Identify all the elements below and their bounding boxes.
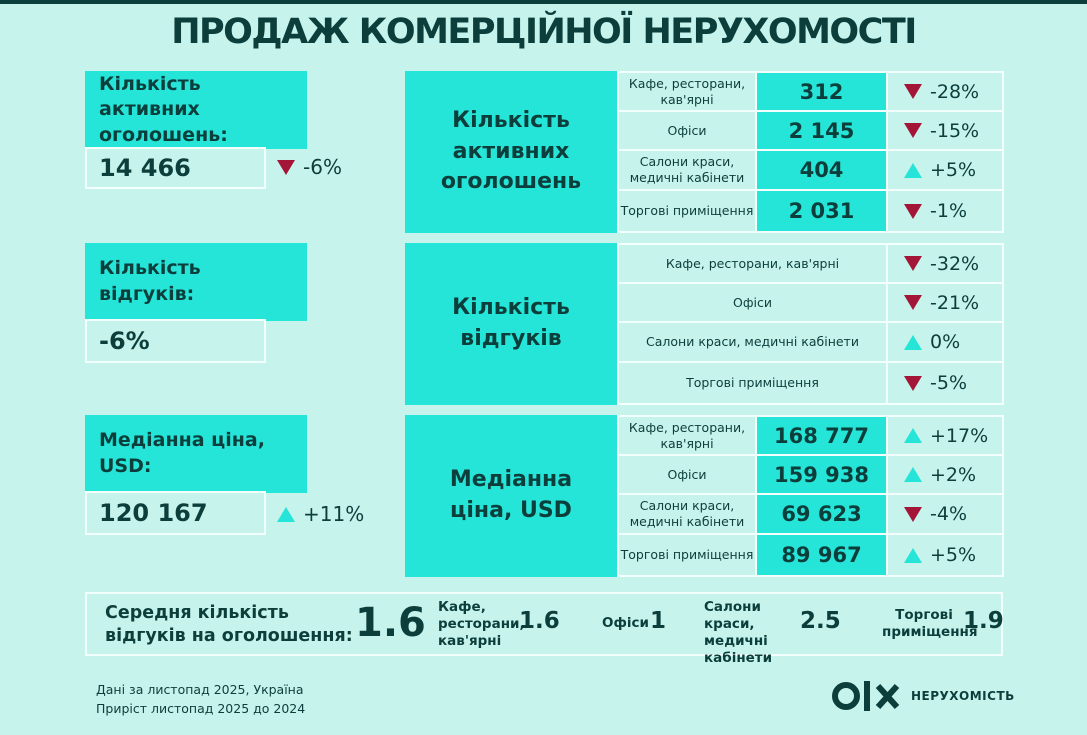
responses-panel: Кількість відгуків Кафе, ресторани, кав'… xyxy=(405,243,1004,405)
summary-price-label: Медіанна ціна, USD: xyxy=(85,415,307,493)
footer-line-2: Приріст листопад 2025 до 2024 xyxy=(96,700,306,716)
logo-text: НЕРУХОМІСТЬ xyxy=(911,689,1015,703)
change-text: +2% xyxy=(930,463,977,486)
change-text: +5% xyxy=(930,544,977,566)
up-arrow-icon xyxy=(904,547,922,563)
price-row-offices-category: Офіси xyxy=(619,456,755,493)
price-row-retail-value: 89 967 xyxy=(757,535,886,575)
olx-logo: НЕРУХОМІСТЬ xyxy=(831,677,1015,715)
responses-row-offices-change: -21% xyxy=(888,284,1002,321)
avg-item-cafe-value: 1.6 xyxy=(519,608,560,634)
price-heading: Медіанна ціна, USD xyxy=(405,415,617,577)
responses-row-cafe-category: Кафе, ресторани, кав'ярні xyxy=(619,245,886,282)
price-row-beauty-category: Салони краси, медичні кабінети xyxy=(619,495,755,533)
summary-responses-value: -6% xyxy=(85,319,266,363)
summary-responses-label: Кількість відгуків: xyxy=(85,243,307,321)
summary-listings-value: 14 466 xyxy=(85,147,266,189)
change-text: -21% xyxy=(930,291,980,314)
price-row-cafe-change: +17% xyxy=(888,417,1002,454)
summary-price-change-text: +11% xyxy=(303,502,365,526)
responses-row-cafe-change: -32% xyxy=(888,245,1002,282)
up-arrow-icon xyxy=(904,334,922,350)
summary-listings-change: -6% xyxy=(277,155,342,179)
top-bar xyxy=(0,0,1087,4)
responses-row-retail-category: Торгові приміщення xyxy=(619,363,886,403)
listings-row-retail-category: Торгові приміщення xyxy=(619,191,755,231)
responses-row-beauty-category: Салони краси, медичні кабінети xyxy=(619,323,886,361)
change-text: -1% xyxy=(930,200,967,222)
change-text: -5% xyxy=(930,372,967,394)
listings-row-offices-value: 2 145 xyxy=(757,112,886,149)
listings-heading: Кількість активних оголошень xyxy=(405,71,617,233)
avg-item-retail-value: 1.9 xyxy=(963,608,1004,634)
down-arrow-icon xyxy=(904,256,922,271)
responses-row-beauty-change: 0% xyxy=(888,323,1002,361)
change-text: -15% xyxy=(930,119,980,142)
down-arrow-icon xyxy=(904,123,922,138)
price-row-beauty-change: -4% xyxy=(888,495,1002,533)
price-row-cafe-value: 168 777 xyxy=(757,417,886,454)
up-arrow-icon xyxy=(904,162,922,178)
listings-row-offices-category: Офіси xyxy=(619,112,755,149)
summary-listings-label: Кількість активних оголошень: xyxy=(85,71,307,149)
down-arrow-icon xyxy=(904,506,922,522)
listings-row-cafe-change: -28% xyxy=(888,73,1002,110)
down-arrow-icon xyxy=(904,203,922,219)
avg-item-beauty-value: 2.5 xyxy=(800,608,841,634)
down-arrow-icon xyxy=(904,84,922,99)
price-row-retail-category: Торгові приміщення xyxy=(619,535,755,575)
avg-responses-box: Середня кількість відгуків на оголошення… xyxy=(85,592,1004,666)
listings-row-offices-change: -15% xyxy=(888,112,1002,149)
avg-responses-label: Середня кількість відгуків на оголошення… xyxy=(105,603,353,646)
price-panel: Медіанна ціна, USD Кафе, ресторани, кав'… xyxy=(405,415,1004,577)
listings-row-retail-value: 2 031 xyxy=(757,191,886,231)
page-title: ПРОДАЖ КОМЕРЦІЙНОЇ НЕРУХОМОСТІ xyxy=(171,12,917,52)
down-arrow-icon xyxy=(904,375,922,391)
avg-item-retail-category: Торгові приміщення xyxy=(882,607,978,640)
change-text: +17% xyxy=(930,424,989,447)
summary-listings-change-text: -6% xyxy=(303,155,342,179)
responses-heading: Кількість відгуків xyxy=(405,243,617,405)
change-text: -4% xyxy=(930,503,967,525)
price-row-offices-value: 159 938 xyxy=(757,456,886,493)
footer-line-1: Дані за листопад 2025, Україна xyxy=(96,682,304,697)
change-text: +5% xyxy=(930,159,977,181)
change-text: -28% xyxy=(930,80,980,103)
olx-mark-icon xyxy=(832,681,900,711)
price-row-offices-change: +2% xyxy=(888,456,1002,493)
avg-item-offices-value: 1 xyxy=(650,608,667,634)
up-arrow-icon xyxy=(277,506,295,522)
summary-price-change: +11% xyxy=(277,502,364,526)
down-arrow-icon xyxy=(277,159,295,175)
price-row-beauty-value: 69 623 xyxy=(757,495,886,533)
listings-row-cafe-category: Кафе, ресторани, кав'ярні xyxy=(619,73,755,110)
avg-responses-value: 1.6 xyxy=(355,600,426,646)
change-text: 0% xyxy=(930,331,961,353)
avg-item-cafe-category: Кафе, ресторани, кав'ярні xyxy=(438,599,525,649)
avg-item-beauty-category: Салони краси, медичні кабінети xyxy=(704,599,773,666)
up-arrow-icon xyxy=(904,467,922,482)
down-arrow-icon xyxy=(904,295,922,310)
listings-panel: Кількість активних оголошень Кафе, ресто… xyxy=(405,71,1004,233)
price-row-cafe-category: Кафе, ресторани, кав'ярні xyxy=(619,417,755,454)
listings-row-cafe-value: 312 xyxy=(757,73,886,110)
footer-note: Дані за листопад 2025, Україна Приріст л… xyxy=(96,681,305,719)
listings-row-retail-change: -1% xyxy=(888,191,1002,231)
change-text: -32% xyxy=(930,252,980,275)
responses-row-retail-change: -5% xyxy=(888,363,1002,403)
listings-row-beauty-category: Салони краси, медичні кабінети xyxy=(619,151,755,189)
up-arrow-icon xyxy=(904,428,922,443)
avg-item-offices-category: Офіси xyxy=(602,615,649,631)
price-row-retail-change: +5% xyxy=(888,535,1002,575)
listings-row-beauty-change: +5% xyxy=(888,151,1002,189)
summary-price-value: 120 167 xyxy=(85,491,266,535)
listings-row-beauty-value: 404 xyxy=(757,151,886,189)
responses-row-offices-category: Офіси xyxy=(619,284,886,321)
